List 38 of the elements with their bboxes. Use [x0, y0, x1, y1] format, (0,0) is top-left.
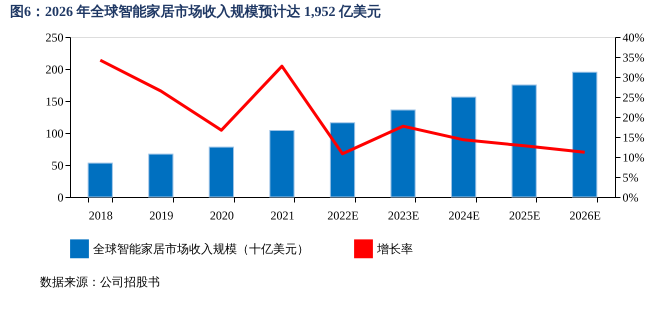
y-tick-label: 50: [52, 158, 64, 172]
y2-tick-label: 40%: [622, 30, 644, 44]
y-tick-label: 200: [46, 62, 64, 76]
y2-tick-label: 10%: [622, 150, 644, 164]
bar: [269, 130, 295, 198]
bar: [148, 154, 174, 198]
bar: [451, 96, 476, 198]
bar: [330, 122, 356, 198]
line-series: [98, 58, 586, 156]
x-tick-label: 2020: [210, 208, 234, 222]
y2-tick-label: 0%: [622, 190, 638, 204]
x-tick-label: 2019: [149, 208, 174, 222]
x-tick-label: 2026E: [570, 208, 601, 222]
bar: [208, 146, 234, 198]
y2-tick-label: 5%: [622, 170, 638, 184]
legend-label: 增长率: [376, 242, 413, 256]
y-tick-label: 100: [46, 126, 64, 140]
x-tick-label: 2021: [270, 208, 294, 222]
y-tick-label: 150: [46, 94, 64, 108]
y2-tick-label: 15%: [622, 130, 644, 144]
bar: [88, 162, 113, 198]
y2-tick-label: 35%: [622, 50, 644, 64]
x-tick-label: 2025E: [508, 208, 540, 222]
x-tick-label: 2023E: [388, 208, 420, 222]
source-note: 数据来源：公司招股书: [40, 275, 160, 289]
y-tick-label: 0: [58, 190, 64, 204]
y2-tick-label: 25%: [622, 90, 644, 104]
bar: [572, 72, 598, 198]
x-tick-label: 2022E: [327, 208, 359, 222]
x-tick-label: 2018: [88, 208, 113, 222]
y2-tick-label: 30%: [622, 70, 644, 84]
y2-tick-label: 20%: [622, 110, 644, 124]
y-tick-label: 250: [46, 30, 64, 44]
chart-title: 图6：2026 年全球智能家居市场收入规模预计达 1,952 亿美元: [10, 3, 381, 20]
bar: [390, 109, 416, 198]
bar: [512, 84, 537, 198]
x-tick-label: 2024E: [448, 208, 480, 222]
legend-label: 全球智能家居市场收入规模（十亿美元）: [93, 242, 309, 256]
